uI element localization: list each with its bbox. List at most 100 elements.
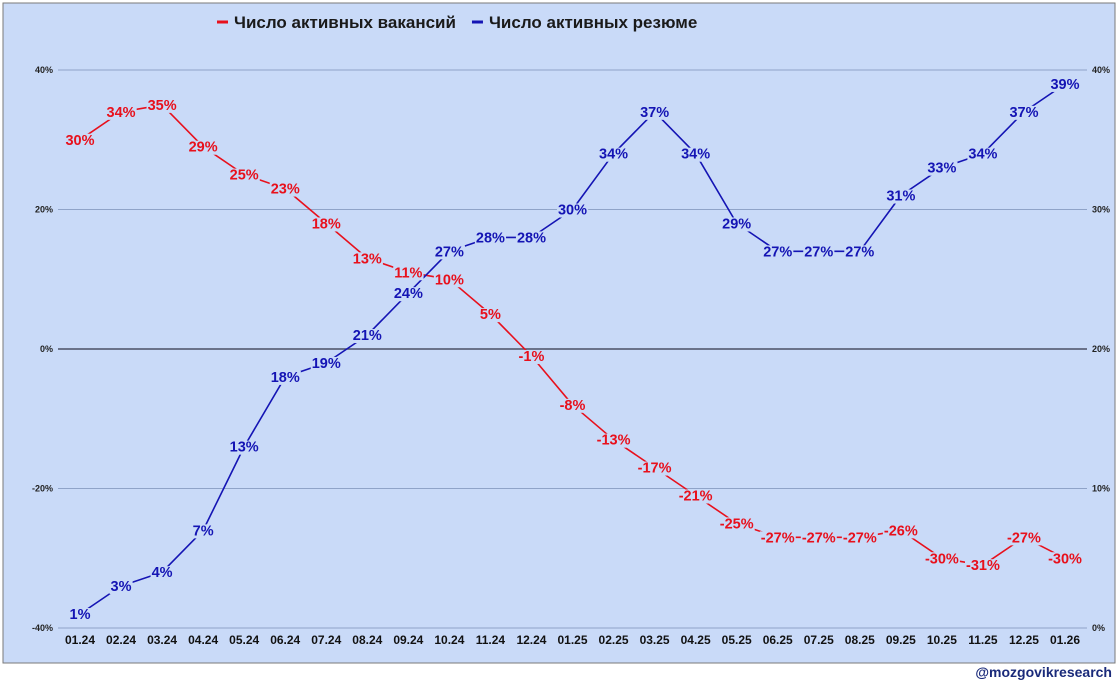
y-right-tick-label: 40% [1092, 65, 1110, 75]
gridlines [58, 69, 1087, 629]
data-label-bg [228, 168, 260, 183]
data-label-bg [68, 608, 92, 623]
data-label-bg [556, 203, 589, 218]
data-label: 37% [1009, 105, 1038, 121]
data-label-bg [478, 308, 502, 323]
data-label-bg [351, 252, 383, 267]
x-tick-label: 07.24 [311, 633, 341, 647]
y-left-tick-label: -40% [32, 623, 53, 633]
data-label: -25% [720, 516, 754, 532]
x-tick-label: 02.25 [599, 633, 629, 647]
data-label-bg [310, 217, 342, 232]
data-label: 34% [681, 147, 710, 163]
data-label: 7% [193, 523, 214, 539]
data-label-bg [228, 440, 260, 455]
x-tick-label: 08.24 [352, 633, 382, 647]
data-label-bg [515, 231, 548, 246]
x-tick-label: 06.24 [270, 633, 300, 647]
data-label: 18% [271, 370, 300, 386]
data-label: 19% [312, 356, 341, 372]
x-tick-label: 07.25 [804, 633, 834, 647]
y-right-tick-label: 20% [1092, 344, 1110, 354]
data-label-bg [759, 531, 796, 546]
data-label: 37% [640, 105, 669, 121]
x-tick-label: 08.25 [845, 633, 875, 647]
data-label: 27% [845, 244, 874, 260]
data-label-bg [721, 217, 753, 232]
data-label: 24% [394, 286, 423, 302]
data-label-bg [762, 245, 794, 260]
data-label: 28% [476, 230, 505, 246]
data-label-bg [310, 356, 342, 371]
data-label: -26% [884, 523, 918, 539]
data-label: 35% [148, 98, 177, 114]
legend-label: Число активных резюме [489, 13, 697, 32]
x-tick-label: 04.24 [188, 633, 218, 647]
data-label-bg [926, 161, 958, 176]
x-tick-label: 05.25 [722, 633, 752, 647]
data-label: 3% [111, 579, 132, 595]
data-label: -27% [843, 530, 877, 546]
data-label: 1% [70, 607, 91, 623]
axes: -40% -20% 0% 20% 40% 0% 10% 20% 30% 40% 01.24 02.24… [32, 65, 1110, 647]
data-label: -30% [1048, 551, 1082, 567]
y-left-tick-label: 20% [35, 205, 53, 215]
data-label: 39% [1050, 77, 1079, 93]
x-tick-label: 01.26 [1050, 633, 1080, 647]
data-label-bg [680, 147, 712, 162]
data-label-bg [433, 273, 465, 288]
data-label: 10% [435, 272, 464, 288]
x-tick-label: 10.25 [927, 633, 957, 647]
data-label-bg [964, 559, 1001, 574]
y-left-tick-label: -20% [32, 484, 53, 494]
data-label-bg [191, 524, 215, 539]
data-label: -27% [802, 530, 836, 546]
x-tick-label: 09.25 [886, 633, 916, 647]
data-label-bg [105, 105, 137, 120]
data-label-bg [433, 245, 465, 260]
data-label: 29% [189, 140, 218, 156]
data-label: -21% [679, 488, 713, 504]
data-label-bg [474, 231, 507, 246]
y-right-tick-label: 0% [1092, 623, 1105, 633]
x-tick-label: 01.25 [557, 633, 587, 647]
legend-label: Число активных вакансий [234, 13, 456, 32]
y-left-tick-label: 0% [40, 344, 53, 354]
x-tick-label: 05.24 [229, 633, 259, 647]
data-label-bg [351, 329, 383, 344]
data-label-bg [109, 580, 133, 595]
data-label-bg [392, 287, 424, 302]
data-label: -13% [597, 433, 631, 449]
data-label-bg [187, 140, 219, 155]
x-tick-label: 04.25 [681, 633, 711, 647]
data-label: 13% [353, 251, 382, 267]
data-label: 18% [312, 216, 341, 232]
x-tick-label: 12.24 [516, 633, 546, 647]
data-label-bg [923, 552, 960, 567]
data-label: 25% [230, 168, 259, 184]
data-label-bg [841, 531, 878, 546]
x-tick-label: 11.25 [968, 633, 998, 647]
y-right-tick-label: 30% [1092, 205, 1110, 215]
data-label-bg [1047, 552, 1084, 567]
data-label: 4% [152, 565, 173, 581]
data-label: 23% [271, 182, 300, 198]
data-label: 13% [230, 440, 259, 456]
data-label-bg [64, 133, 96, 148]
data-label-bg [393, 266, 424, 281]
data-label-bg [639, 105, 671, 120]
data-label: -17% [638, 461, 672, 477]
data-label: 34% [599, 147, 628, 163]
x-tick-label: 06.25 [763, 633, 793, 647]
x-tick-label: 09.24 [393, 633, 423, 647]
data-label: -27% [761, 530, 795, 546]
data-label: 31% [886, 189, 915, 205]
data-label: -30% [925, 551, 959, 567]
data-label: -8% [560, 398, 586, 414]
data-label: 21% [353, 328, 382, 344]
data-label-bg [150, 566, 174, 581]
data-label-bg [1049, 77, 1081, 92]
data-label-bg [803, 245, 835, 260]
data-label-bg [269, 182, 301, 197]
